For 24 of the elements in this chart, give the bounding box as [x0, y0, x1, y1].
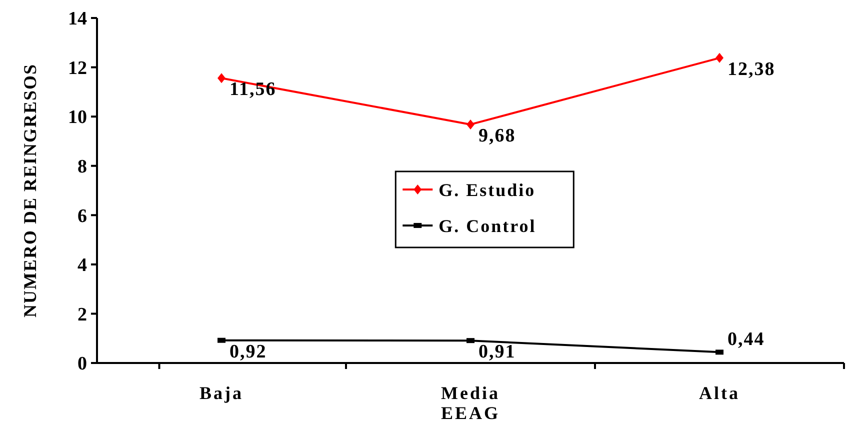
point [466, 119, 474, 130]
data-label: 12,38 [728, 58, 776, 80]
data-label: 9,68 [478, 125, 516, 146]
y-tick-label: 2 [78, 304, 87, 326]
data-label: 0,91 [478, 342, 516, 363]
data-label: 0,92 [230, 341, 267, 362]
y-tick-label: 6 [78, 206, 87, 227]
legend-label: G. Estudio [438, 180, 536, 200]
data-label: 11,56 [230, 79, 276, 100]
y-tick-label: 14 [68, 8, 88, 30]
x-tick-label: Media [441, 383, 500, 403]
y-tick-label: 10 [68, 107, 87, 128]
point [716, 52, 724, 63]
y-tick-label: 4 [78, 255, 88, 276]
legend-label: G. Control [438, 216, 536, 236]
point [218, 73, 226, 84]
y-tick-label: 12 [68, 58, 87, 79]
x-tick-label: Baja [200, 383, 244, 403]
y-tick-label: 8 [78, 156, 87, 178]
data-label: 0,44 [728, 329, 765, 350]
x-axis-title: EEAG [440, 403, 500, 423]
x-tick-label: Alta [699, 383, 740, 403]
y-axis-title: NUMERO DE REINGRESOS [20, 63, 40, 318]
y-tick-label: 0 [78, 354, 87, 375]
